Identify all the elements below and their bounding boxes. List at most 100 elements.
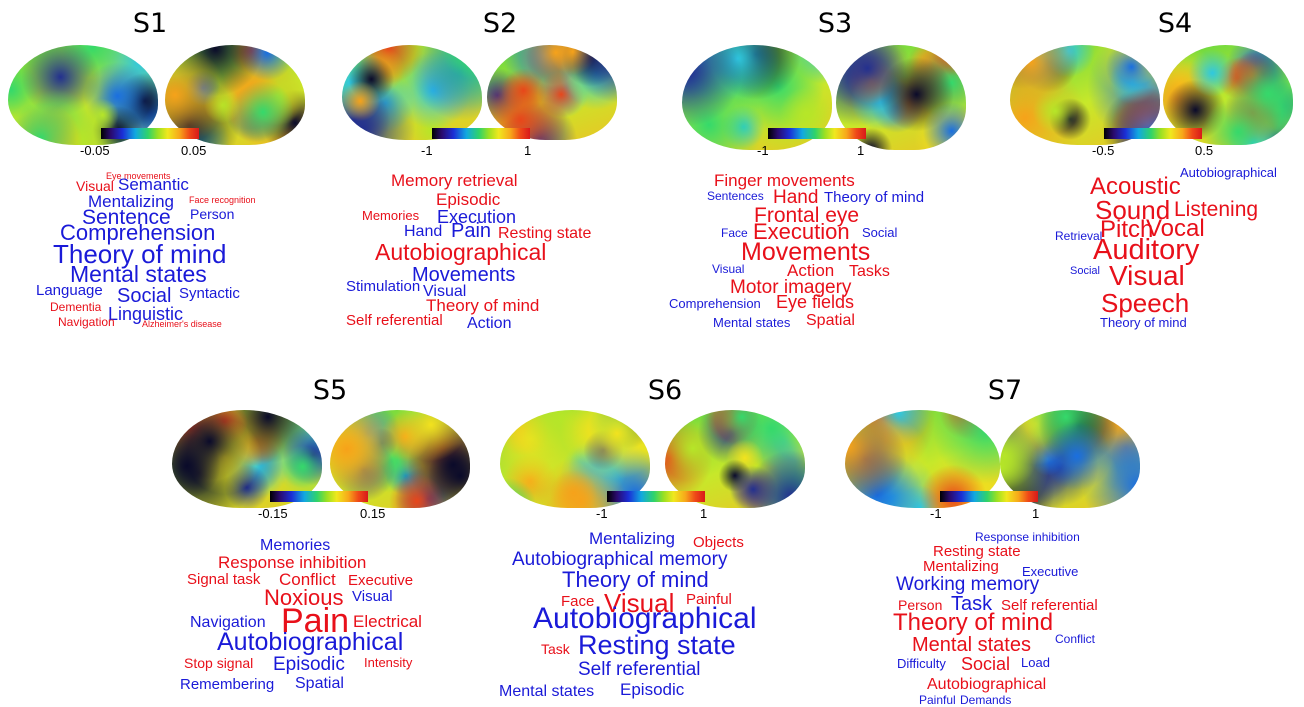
colorbar-min-label: -1 <box>757 143 769 158</box>
panel-title: S3 <box>817 8 853 39</box>
word-intensity: Intensity <box>364 655 413 670</box>
colorbar-min-label: -0.5 <box>1092 143 1115 158</box>
word-stop-signal: Stop signal <box>184 655 254 671</box>
brain-left-hemisphere-image <box>342 45 482 140</box>
word-vocal: Vocal <box>1146 215 1205 242</box>
word-autobiographical: Autobiographical <box>927 676 1047 693</box>
word-self-referential: Self referential <box>578 659 701 680</box>
colorbar-min-label: -1 <box>930 506 942 521</box>
word-execution: Execution <box>753 219 850 244</box>
word-hand: Hand <box>773 187 819 208</box>
colorbar-max-label: 1 <box>700 506 708 521</box>
word-resting-state: Resting state <box>498 225 592 242</box>
colorbar <box>607 491 705 502</box>
word-hand: Hand <box>404 223 443 240</box>
word-alzheimer-s-disease: Alzheimer's disease <box>142 319 222 329</box>
word-sentence: Sentence <box>82 206 171 229</box>
word-pain: Pain <box>451 220 492 242</box>
word-social: Social <box>1070 265 1100 277</box>
colorbar-max-label: 0.5 <box>1195 143 1214 158</box>
panel-title: S2 <box>482 8 518 39</box>
word-eye-fields: Eye fields <box>776 292 855 312</box>
word-working-memory: Working memory <box>896 574 1040 595</box>
word-action: Action <box>787 261 835 280</box>
word-movements: Movements <box>412 264 516 286</box>
word-semantic: Semantic <box>118 175 189 194</box>
word-mentalizing: Mentalizing <box>923 558 999 575</box>
word-frontal-eye: Frontal eye <box>754 204 860 227</box>
word-theory-of-mind: Theory of mind <box>893 609 1054 636</box>
word-syntactic: Syntactic <box>179 285 240 302</box>
word-eye-movements: Eye movements <box>106 171 171 181</box>
colorbar-min-label: -0.05 <box>80 143 110 158</box>
colorbar-max-label: 1 <box>1032 506 1040 521</box>
word-mentalizing: Mentalizing <box>88 192 174 211</box>
word-demands: Demands <box>960 693 1012 707</box>
word-memory-retrieval: Memory retrieval <box>391 171 518 190</box>
word-theory-of-mind: Theory of mind <box>824 189 925 206</box>
colorbar <box>270 491 368 502</box>
word-spatial: Spatial <box>806 312 855 329</box>
word-theory-of-mind: Theory of mind <box>53 239 227 269</box>
word-pitch: Pitch <box>1100 216 1154 243</box>
word-remembering: Remembering <box>180 676 275 693</box>
colorbar-min-label: -1 <box>596 506 608 521</box>
word-speech: Speech <box>1101 288 1190 318</box>
panel-title: S7 <box>987 375 1023 406</box>
word-visual: Visual <box>423 283 467 300</box>
word-action: Action <box>467 315 512 332</box>
word-resting-state: Resting state <box>933 543 1021 560</box>
word-load: Load <box>1021 655 1050 670</box>
word-linguistic: Linguistic <box>108 304 184 324</box>
word-movements: Movements <box>741 238 871 266</box>
panel-title: S6 <box>647 375 683 406</box>
word-listening: Listening <box>1174 198 1259 221</box>
word-pain: Pain <box>281 602 350 640</box>
word-tasks: Tasks <box>849 263 890 280</box>
word-theory-of-mind: Theory of mind <box>1100 315 1187 330</box>
colorbar <box>768 128 866 139</box>
word-noxious: Noxious <box>264 585 344 610</box>
word-signal-task: Signal task <box>187 571 261 588</box>
word-mental-states: Mental states <box>499 683 595 700</box>
word-autobiographical: Autobiographical <box>533 602 757 635</box>
word-auditory: Auditory <box>1093 234 1200 266</box>
word-objects: Objects <box>693 534 744 551</box>
word-autobiographical: Autobiographical <box>1180 165 1277 180</box>
word-visual: Visual <box>1109 260 1185 291</box>
word-navigation: Navigation <box>58 315 115 329</box>
word-painful: Painful <box>686 591 732 608</box>
word-task: Task <box>951 593 993 615</box>
word-visual: Visual <box>352 588 393 605</box>
colorbar <box>432 128 530 139</box>
word-memories: Memories <box>362 208 420 223</box>
colorbar-max-label: 1 <box>857 143 865 158</box>
colorbar <box>101 128 199 139</box>
word-visual: Visual <box>604 588 675 618</box>
word-sentences: Sentences <box>707 189 764 203</box>
word-response-inhibition: Response inhibition <box>975 530 1080 544</box>
word-motor-imagery: Motor imagery <box>730 277 852 298</box>
word-episodic: Episodic <box>620 680 685 699</box>
word-language: Language <box>36 282 103 299</box>
colorbar-min-label: -0.15 <box>258 506 288 521</box>
colorbar <box>940 491 1038 502</box>
word-response-inhibition: Response inhibition <box>218 553 367 572</box>
word-theory-of-mind: Theory of mind <box>426 296 540 315</box>
word-comprehension: Comprehension <box>60 220 216 245</box>
word-electrical: Electrical <box>353 612 422 631</box>
word-spatial: Spatial <box>295 675 344 692</box>
colorbar <box>1104 128 1202 139</box>
word-sound: Sound <box>1095 195 1171 225</box>
word-episodic: Episodic <box>273 654 345 675</box>
word-navigation: Navigation <box>190 614 266 631</box>
word-dementia: Dementia <box>50 300 102 314</box>
word-executive: Executive <box>348 572 414 589</box>
word-executive: Executive <box>1022 564 1079 579</box>
word-self-referential: Self referential <box>1001 597 1098 614</box>
word-autobiographical: Autobiographical <box>217 628 404 656</box>
word-resting-state: Resting state <box>578 630 736 660</box>
panel-title: S5 <box>312 375 348 406</box>
word-conflict: Conflict <box>279 570 336 589</box>
word-self-referential: Self referential <box>346 312 443 329</box>
